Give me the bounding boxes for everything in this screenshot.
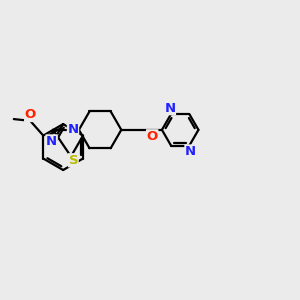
Text: N: N xyxy=(185,145,196,158)
Text: S: S xyxy=(68,154,78,167)
Text: N: N xyxy=(46,135,57,148)
Text: N: N xyxy=(164,102,175,115)
Text: O: O xyxy=(147,130,158,143)
Text: O: O xyxy=(25,109,36,122)
Text: N: N xyxy=(68,123,79,136)
